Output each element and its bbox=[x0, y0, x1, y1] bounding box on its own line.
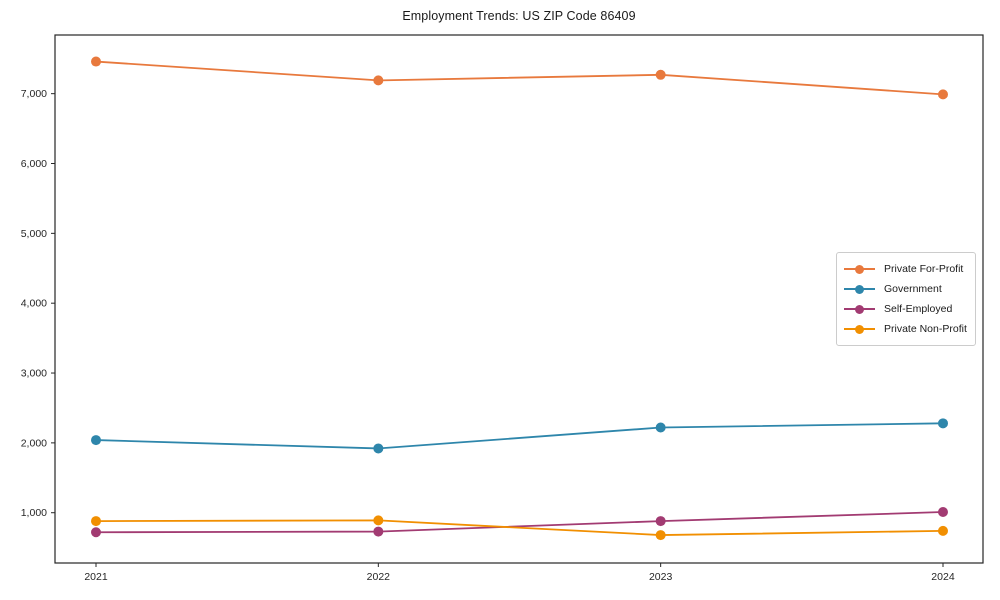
data-point-private-non-profit bbox=[373, 515, 384, 526]
data-point-private-for-profit bbox=[655, 69, 666, 80]
legend-item-private-for-profit: Private For-Profit bbox=[844, 263, 968, 275]
legend-swatch-government bbox=[844, 284, 875, 294]
x-tick-label: 2022 bbox=[367, 571, 391, 583]
legend-swatch-private-for-profit bbox=[844, 264, 875, 274]
data-point-private-non-profit bbox=[937, 525, 948, 536]
legend: Private For-Profit Government Self-Employe… bbox=[836, 252, 976, 346]
x-tick-label: 2021 bbox=[84, 571, 108, 583]
legend-marker-icon bbox=[855, 324, 864, 334]
x-tick-label: 2024 bbox=[931, 571, 955, 583]
data-point-private-non-profit bbox=[655, 530, 666, 541]
y-tick-label: 4,000 bbox=[21, 298, 47, 310]
y-tick-label: 2,000 bbox=[21, 437, 47, 449]
legend-item-self-employed: Self-Employed bbox=[844, 303, 968, 315]
legend-swatch-private-non-profit bbox=[844, 324, 875, 334]
data-point-private-non-profit bbox=[91, 516, 101, 527]
data-point-private-for-profit bbox=[373, 75, 384, 86]
y-tick-label: 5,000 bbox=[21, 228, 47, 240]
legend-label: Private Non-Profit bbox=[884, 323, 967, 335]
data-point-self-employed bbox=[655, 516, 666, 527]
series-line-private-for-profit bbox=[95, 60, 944, 96]
chart-title: Employment Trends: US ZIP Code 86409 bbox=[402, 9, 636, 23]
series-line-self-employed bbox=[95, 511, 944, 534]
data-point-government bbox=[91, 435, 101, 446]
legend-label: Government bbox=[884, 283, 942, 295]
legend-label: Private For-Profit bbox=[884, 263, 964, 275]
data-point-government bbox=[937, 418, 948, 429]
legend-item-private-non-profit: Private Non-Profit bbox=[844, 323, 968, 335]
legend-label: Self-Employed bbox=[884, 303, 953, 315]
data-point-self-employed bbox=[91, 527, 101, 538]
legend-marker-icon bbox=[855, 264, 864, 274]
data-point-private-for-profit bbox=[91, 56, 101, 67]
x-tick-label: 2023 bbox=[649, 571, 673, 583]
plot-frame bbox=[54, 34, 984, 564]
legend-swatch-self-employed bbox=[844, 304, 875, 314]
y-tick-label: 7,000 bbox=[21, 88, 47, 100]
y-tick-label: 1,000 bbox=[21, 507, 47, 519]
y-tick-label: 6,000 bbox=[21, 158, 47, 170]
legend-item-government: Government bbox=[844, 283, 968, 295]
series-line-private-non-profit bbox=[95, 519, 944, 536]
series-line-government bbox=[95, 422, 944, 450]
data-point-government bbox=[373, 443, 384, 454]
legend-marker-icon bbox=[855, 284, 864, 294]
legend-marker-icon bbox=[855, 304, 864, 314]
data-point-government bbox=[655, 422, 666, 433]
y-tick-label: 3,000 bbox=[21, 368, 47, 380]
data-point-self-employed bbox=[373, 526, 384, 537]
data-point-private-for-profit bbox=[937, 89, 948, 100]
data-point-self-employed bbox=[937, 507, 948, 518]
